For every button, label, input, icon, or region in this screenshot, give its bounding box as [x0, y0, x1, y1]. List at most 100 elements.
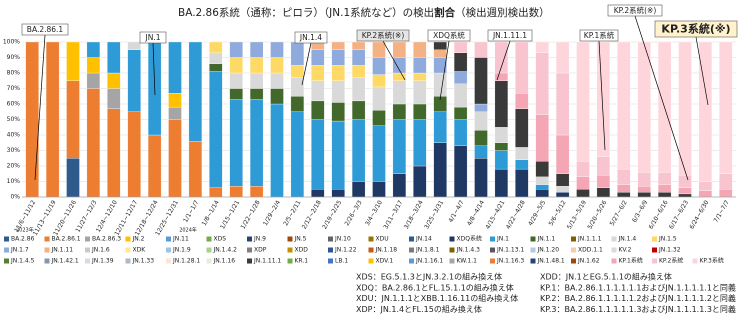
bar-segment	[392, 41, 407, 58]
legend-swatch	[571, 258, 576, 264]
legend-swatch	[206, 236, 212, 242]
legend-label: XDS	[214, 236, 227, 243]
legend-swatch	[287, 247, 293, 253]
legend-label: JN.1.8.1	[415, 247, 440, 254]
footnote: XDD：JN.1とEG.5.1.1の組み換え体	[540, 272, 672, 282]
legend-label: KP.2系統	[659, 257, 683, 265]
legend-label: JN.1.4	[618, 236, 637, 243]
legend-swatch	[247, 247, 252, 253]
legend-swatch	[611, 258, 617, 264]
bar-segment	[596, 41, 611, 157]
bar-segment	[678, 175, 692, 188]
bar-segment	[249, 185, 264, 198]
bar-segment	[515, 108, 529, 148]
year-label: 2023年	[16, 227, 34, 234]
legend-label: JN.2	[132, 236, 145, 243]
bar-segment	[596, 187, 611, 198]
annotation-label: KP.2系統(※)	[362, 30, 405, 40]
annotation-label: XDQ系統	[433, 30, 465, 40]
legend-swatch	[490, 236, 495, 242]
legend-swatch	[652, 236, 657, 242]
bar-segment	[413, 165, 427, 198]
bar-segment	[555, 72, 570, 136]
legend-swatch	[530, 247, 536, 253]
bar-segment	[209, 71, 223, 188]
legend-label: JN.1.32	[658, 247, 681, 254]
bar-segment	[698, 181, 713, 191]
legend-swatch	[449, 258, 455, 264]
y-tick-label: 40%	[7, 132, 21, 139]
legend-label: JN.1.5	[658, 236, 677, 243]
bar-segment	[515, 168, 529, 198]
bar-segment	[45, 41, 60, 198]
legend-swatch	[44, 258, 50, 264]
bar-segment	[372, 181, 386, 198]
footnote: XDS：EG.5.1.3とJN.3.2.1の組み換え体	[356, 272, 502, 282]
bar-segment	[494, 142, 509, 151]
bar-segment	[351, 181, 366, 198]
bar-segment	[678, 41, 692, 176]
bar-segment	[576, 161, 590, 178]
legend-label: JN.1.16.1	[415, 258, 443, 265]
legend-swatch	[652, 258, 657, 264]
bar-segment	[372, 125, 386, 182]
y-tick-label: 20%	[7, 163, 21, 170]
annotation-arrow	[301, 42, 312, 86]
legend-label: LB.1	[335, 258, 348, 265]
legend-swatch	[409, 258, 414, 264]
bar-segment	[66, 41, 80, 81]
legend-swatch	[206, 247, 212, 253]
bar-segment	[188, 41, 203, 142]
bar-segment	[474, 158, 488, 198]
bar-segment	[494, 168, 509, 198]
bar-segment	[433, 142, 447, 198]
legend-swatch	[125, 247, 131, 253]
footnote: XDU：JN.1.1.1とXBB.1.16.11の組み換え体	[356, 293, 518, 303]
bar-segment	[66, 80, 80, 159]
annotation-label: KP.3系統(※)	[661, 22, 730, 36]
bar-segment	[168, 119, 182, 198]
legend-label: BA.2.86.3	[92, 236, 121, 243]
legend-swatch	[166, 236, 171, 242]
annotation-label: KP.1系統	[584, 30, 615, 40]
legend-label: JN.1.11.1	[253, 258, 281, 265]
bar-segment	[678, 193, 692, 198]
bar-segment	[698, 190, 713, 198]
annotation-arrow	[634, 15, 689, 181]
legend-swatch	[166, 258, 171, 264]
bar-segment	[433, 111, 447, 143]
bar-segment	[515, 159, 529, 170]
legend-label: XDD.1.1	[578, 247, 603, 254]
legend-label: JN.5	[294, 236, 307, 243]
bar-segment	[351, 77, 366, 102]
legend-swatch	[328, 236, 333, 242]
bar-segment	[331, 80, 345, 103]
bar-segment	[596, 156, 611, 176]
legend-swatch	[166, 247, 171, 253]
bar-segment	[66, 158, 80, 198]
bar-segment	[453, 52, 468, 72]
footnote: KP.1：BA.2.86.1.1.1.1.1.1およびJN.1.1.1.1.1と…	[540, 282, 736, 292]
legend-swatch	[368, 258, 374, 264]
annotation-arrow	[695, 36, 709, 106]
bar-segment	[494, 80, 509, 128]
bar-segment	[535, 184, 549, 190]
legend-label: JN.1.4.5	[10, 258, 35, 265]
bar-segment	[535, 189, 549, 198]
bar-segment	[249, 72, 264, 89]
legend-label: JN.1.62	[577, 258, 600, 265]
bar-segment	[413, 72, 427, 81]
legend-label: XDU	[376, 236, 389, 243]
title-part: 割合	[434, 6, 455, 19]
y-tick-label: 60%	[7, 101, 21, 108]
bar-segment	[107, 88, 121, 109]
legend-swatch	[449, 247, 455, 253]
annotation-arrow	[152, 42, 156, 96]
bar-segment	[147, 134, 162, 198]
bar-segment	[290, 111, 305, 198]
bar-segment	[413, 41, 427, 58]
bar-segment	[127, 49, 141, 112]
y-tick-label: 80%	[7, 70, 21, 77]
footnote: XDP：JN.1.4とFL.15の組み換え体	[356, 304, 482, 314]
legend-label: JN.1	[496, 236, 509, 243]
